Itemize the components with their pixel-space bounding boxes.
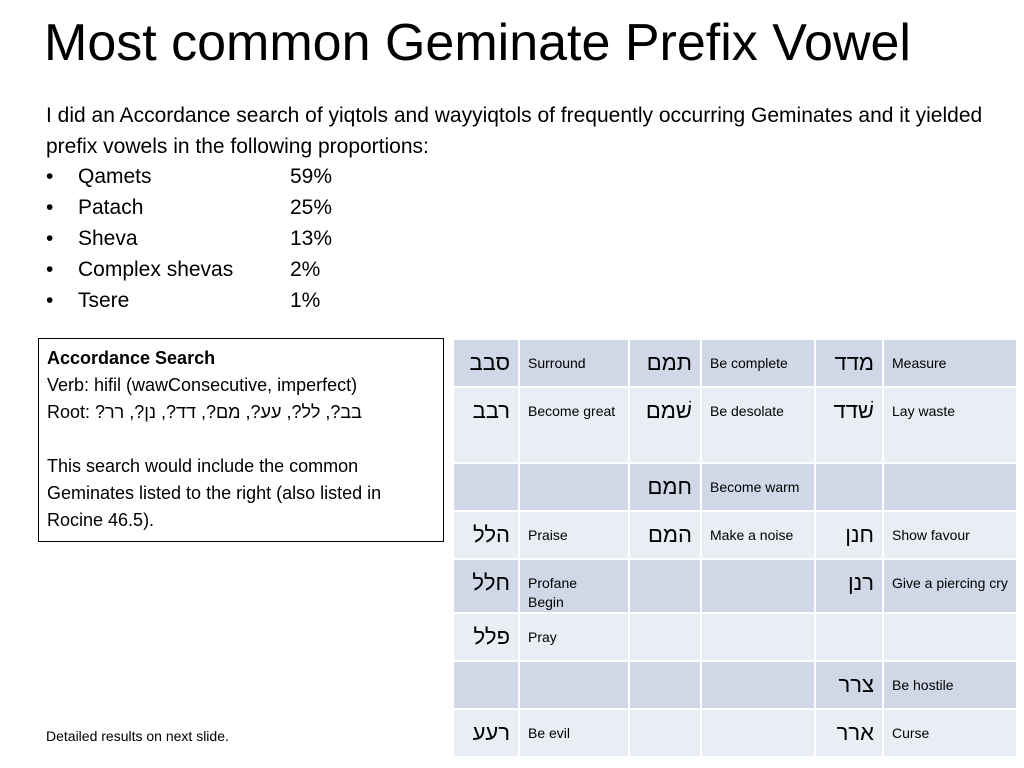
vowel-percent: 2% <box>290 258 321 281</box>
hebrew-root-cell: רנן <box>814 558 884 614</box>
gloss-cell: Be complete <box>700 338 816 388</box>
gloss-cell <box>700 612 816 662</box>
footnote: Detailed results on next slide. <box>46 728 229 744</box>
gloss-cell <box>882 462 1018 512</box>
hebrew-root-cell: סבב <box>452 338 520 388</box>
gloss-cell <box>882 612 1018 662</box>
gloss-cell: Give a piercing cry <box>882 558 1018 614</box>
table-row: סבב Surround תמם Be complete מדד Measure <box>452 338 1018 388</box>
vowel-proportions-list: • Qamets 59% • Patach 25% • Sheva 13% • … <box>46 161 332 316</box>
gloss-cell: Profane Begin <box>518 558 630 614</box>
roots-table-body: סבב Surround תמם Be complete מדד Measure רבב Be… <box>452 338 1018 758</box>
hebrew-root-cell: חנן <box>814 510 884 560</box>
hebrew-root-cell <box>628 612 702 662</box>
bullet-glyph: • <box>46 289 54 312</box>
hebrew-root-cell: חלל <box>452 558 520 614</box>
table-row: פלל Pray <box>452 612 1018 662</box>
hebrew-root-cell: מדד <box>814 338 884 388</box>
accordance-search-panel: Accordance Search Verb: hifil (wawConsec… <box>47 345 437 534</box>
search-root-label: Root: <box>47 402 91 422</box>
hebrew-root-cell: פלל <box>452 612 520 662</box>
vowel-percent: 25% <box>290 196 333 219</box>
search-note: This search would include the common Gem… <box>47 456 382 530</box>
table-row: צרר Be hostile <box>452 660 1018 710</box>
vowel-name: Qamets <box>78 165 152 188</box>
vowel-name: Tsere <box>78 289 130 312</box>
hebrew-root-cell: רבב <box>452 386 520 464</box>
intro-paragraph: I did an Accordance search of yiqtols an… <box>46 104 983 158</box>
hebrew-root-cell: ארר <box>814 708 884 758</box>
bullet-glyph: • <box>46 227 54 250</box>
gloss-cell: Make a noise <box>700 510 816 560</box>
hebrew-root-cell: הלל <box>452 510 520 560</box>
table-row: הלל Praise המם Make a noise חנן Show favour <box>452 510 1018 560</box>
gloss-cell: Lay waste <box>882 386 1018 464</box>
vowel-percent: 59% <box>290 165 333 188</box>
gloss-cell: Surround <box>518 338 630 388</box>
gloss-cell: Be desolate <box>700 386 816 464</box>
hebrew-root-cell: תמם <box>628 338 702 388</box>
hebrew-root-cell <box>452 462 520 512</box>
table-row: רבב Become great שׁמם Be desolate שׁדד Lay wa… <box>452 386 1018 464</box>
hebrew-root-cell: רעע <box>452 708 520 758</box>
hebrew-root-cell <box>814 612 884 662</box>
gloss-cell: Be hostile <box>882 660 1018 710</box>
search-heading: Accordance Search <box>47 348 216 368</box>
gloss-cell: Praise <box>518 510 630 560</box>
hebrew-root-cell: צרר <box>814 660 884 710</box>
table-row: חלל Profane Begin רנן Give a piercing cry <box>452 558 1018 614</box>
table-row: רעע Be evil ארר Curse <box>452 708 1018 758</box>
vowel-name: Complex shevas <box>78 258 234 281</box>
hebrew-root-cell: המם <box>628 510 702 560</box>
gloss-cell <box>700 660 816 710</box>
bullet-glyph: • <box>46 258 54 281</box>
vowel-percent: 1% <box>290 289 321 312</box>
search-verb-line: Verb: hifil (wawConsecutive, imperfect) <box>47 375 358 395</box>
gloss-cell: Become great <box>518 386 630 464</box>
bullet-glyph: • <box>46 196 54 219</box>
vowel-name: Patach <box>78 196 144 219</box>
gloss-cell: Show favour <box>882 510 1018 560</box>
hebrew-root-cell <box>814 462 884 512</box>
bullet-glyph: • <box>46 165 54 188</box>
gloss-cell: Become warm <box>700 462 816 512</box>
gloss-cell: Measure <box>882 338 1018 388</box>
gloss-cell <box>518 462 630 512</box>
search-box-border <box>38 338 444 542</box>
list-item: • Complex shevas 2% <box>46 254 332 285</box>
gloss-cell <box>700 708 816 758</box>
search-root-line: Root: בב?, לל?, עע?, מם?, דד?, נן?, רר? <box>47 399 437 426</box>
search-root-values: בב?, לל?, עע?, מם?, דד?, נן?, רר? <box>95 402 362 422</box>
vowel-name: Sheva <box>78 227 138 250</box>
hebrew-root-cell <box>452 660 520 710</box>
gloss-cell: Pray <box>518 612 630 662</box>
hebrew-root-cell <box>628 558 702 614</box>
gloss-cell: Curse <box>882 708 1018 758</box>
list-item: • Qamets 59% <box>46 161 332 192</box>
list-item: • Sheva 13% <box>46 223 332 254</box>
hebrew-root-cell: חמם <box>628 462 702 512</box>
gloss-cell: Be evil <box>518 708 630 758</box>
slide-title: Most common Geminate Prefix Vowel <box>44 14 911 72</box>
hebrew-root-cell <box>628 708 702 758</box>
list-item: • Patach 25% <box>46 192 332 223</box>
gloss-cell <box>700 558 816 614</box>
gloss-cell <box>518 660 630 710</box>
geminate-roots-table: סבב Surround תמם Be complete מדד Measure רבב Be… <box>452 338 1018 758</box>
hebrew-root-cell <box>628 660 702 710</box>
list-item: • Tsere 1% <box>46 285 332 316</box>
vowel-percent: 13% <box>290 227 333 250</box>
table-row: חמם Become warm <box>452 462 1018 512</box>
hebrew-root-cell: שׁדד <box>814 386 884 464</box>
hebrew-root-cell: שׁמם <box>628 386 702 464</box>
